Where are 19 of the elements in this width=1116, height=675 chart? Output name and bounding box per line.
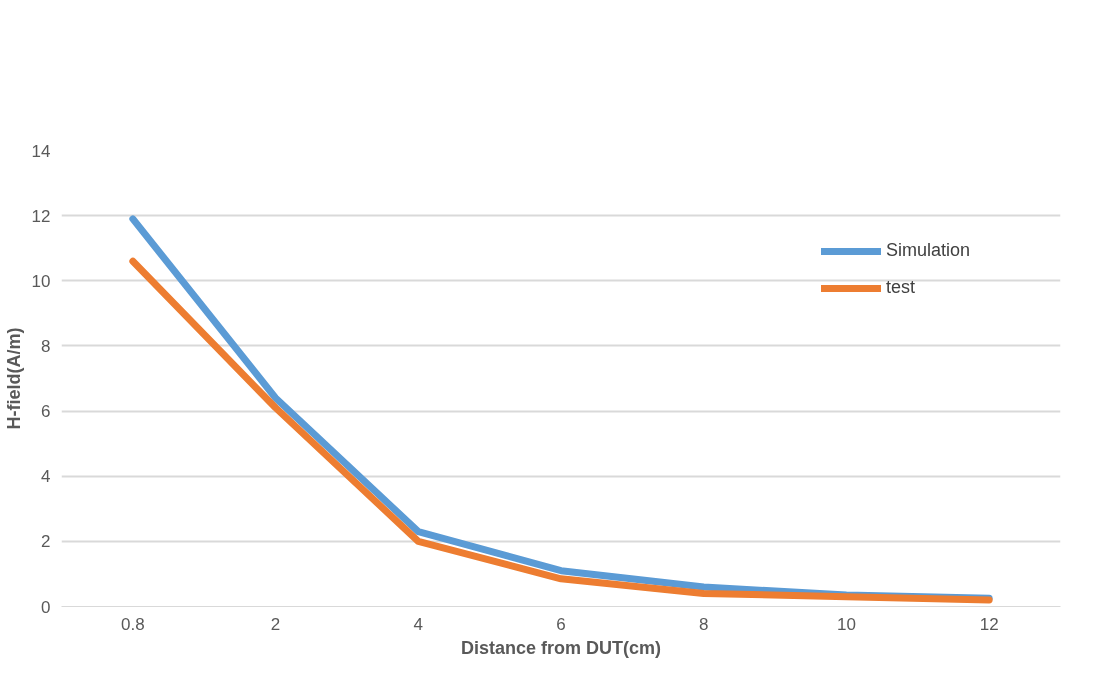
x-tick-label: 0.8 [121, 614, 145, 634]
x-tick-label: 6 [556, 614, 566, 634]
x-tick-label: 10 [836, 614, 856, 634]
x-axis-title: Distance from DUT(cm) [460, 637, 662, 658]
legend-label: test [885, 277, 915, 298]
y-tick-label: 4 [41, 467, 51, 487]
y-tick-label: 2 [41, 532, 51, 552]
legend-label: Simulation [885, 240, 970, 261]
y-tick-label: 12 [31, 206, 51, 226]
y-tick-label: 0 [41, 597, 51, 617]
x-tick-label: 8 [698, 614, 709, 634]
x-tick-label: 4 [413, 614, 424, 634]
y-tick-label: 8 [41, 336, 51, 356]
y-axis-title: H-field(A/m) [3, 327, 24, 430]
y-tick-label: 14 [31, 141, 51, 161]
y-tick-label: 10 [31, 271, 51, 291]
y-tick-label: 6 [41, 402, 51, 422]
x-tick-label: 2 [270, 614, 281, 634]
x-tick-label: 12 [979, 614, 999, 634]
